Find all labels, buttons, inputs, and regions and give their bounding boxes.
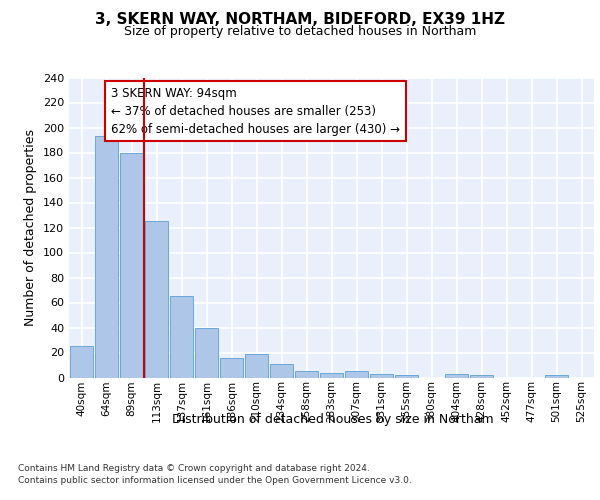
Bar bbox=[145, 221, 169, 378]
Bar bbox=[445, 374, 469, 378]
Text: Contains HM Land Registry data © Crown copyright and database right 2024.: Contains HM Land Registry data © Crown c… bbox=[18, 464, 370, 473]
Bar bbox=[245, 354, 268, 378]
Text: 3 SKERN WAY: 94sqm
← 37% of detached houses are smaller (253)
62% of semi-detach: 3 SKERN WAY: 94sqm ← 37% of detached hou… bbox=[111, 86, 400, 136]
Bar bbox=[220, 358, 244, 378]
Bar bbox=[545, 375, 568, 378]
Text: Contains public sector information licensed under the Open Government Licence v3: Contains public sector information licen… bbox=[18, 476, 412, 485]
Y-axis label: Number of detached properties: Number of detached properties bbox=[25, 129, 37, 326]
Text: Distribution of detached houses by size in Northam: Distribution of detached houses by size … bbox=[172, 412, 494, 426]
Text: Size of property relative to detached houses in Northam: Size of property relative to detached ho… bbox=[124, 25, 476, 38]
Bar bbox=[344, 371, 368, 378]
Bar bbox=[95, 136, 118, 378]
Bar bbox=[119, 152, 143, 378]
Bar bbox=[269, 364, 293, 378]
Bar bbox=[170, 296, 193, 378]
Bar bbox=[395, 375, 418, 378]
Bar bbox=[370, 374, 394, 378]
Bar bbox=[295, 371, 319, 378]
Bar bbox=[470, 375, 493, 378]
Text: 3, SKERN WAY, NORTHAM, BIDEFORD, EX39 1HZ: 3, SKERN WAY, NORTHAM, BIDEFORD, EX39 1H… bbox=[95, 12, 505, 28]
Bar bbox=[194, 328, 218, 378]
Bar bbox=[70, 346, 94, 378]
Bar bbox=[320, 372, 343, 378]
